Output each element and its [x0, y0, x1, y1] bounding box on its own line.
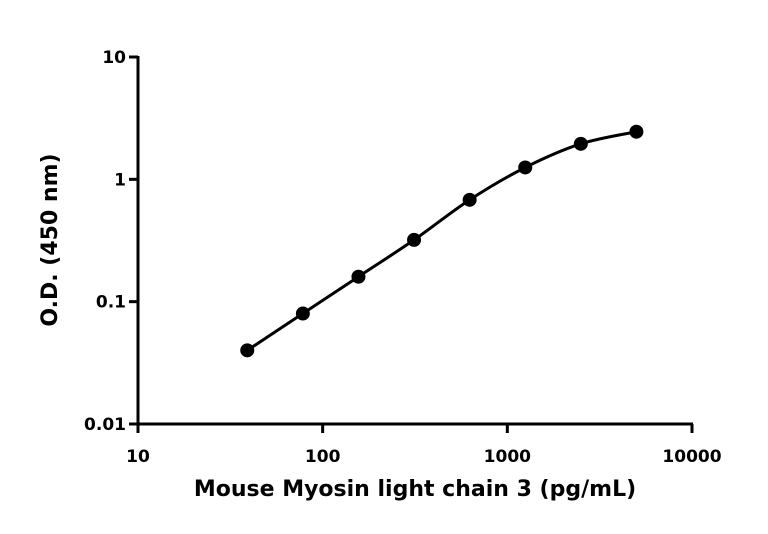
x-tick-label: 1000 [484, 447, 531, 467]
data-point [407, 232, 422, 247]
data-point [240, 343, 255, 358]
x-tick-label: 10 [126, 447, 150, 467]
data-point [629, 124, 644, 139]
data-point [351, 269, 366, 284]
x-axis-title: Mouse Myosin light chain 3 (pg/mL) [194, 477, 636, 502]
y-tick-label: 0.1 [96, 293, 126, 313]
y-tick-label: 1 [114, 170, 126, 190]
x-tick-label: 100 [305, 447, 341, 467]
y-tick-label: 10 [102, 48, 126, 68]
data-point [573, 136, 588, 151]
x-tick-label: 10000 [662, 447, 721, 467]
y-axis-title: O.D. (450 nm) [38, 153, 63, 326]
data-point [295, 306, 310, 321]
y-tick-label: 0.01 [84, 415, 126, 435]
data-point [518, 160, 533, 175]
data-point [462, 192, 477, 207]
